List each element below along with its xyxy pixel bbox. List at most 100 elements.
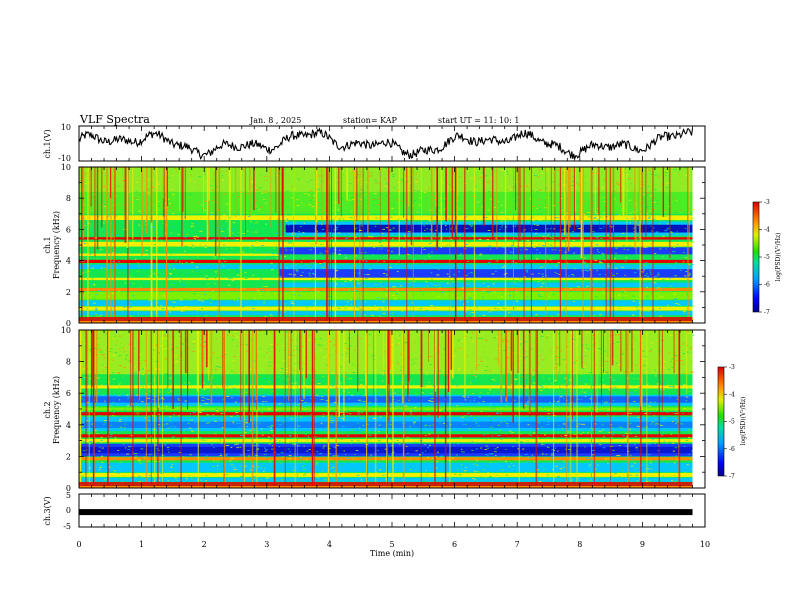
spectrogram-speckle — [280, 463, 282, 464]
spectrogram-speckle — [540, 286, 543, 288]
spectrogram-speckle — [672, 410, 676, 412]
spectrogram-sferic — [638, 167, 641, 239]
spectrogram-speckle — [581, 198, 584, 200]
spectrogram-speckle — [136, 315, 139, 317]
spectrogram-speckle — [674, 261, 677, 263]
spectrogram-speckle — [407, 291, 409, 293]
spectrogram-speckle — [187, 187, 189, 188]
spectrogram-speckle — [415, 450, 418, 452]
spectrogram-speckle — [213, 173, 216, 175]
spectrogram-sferic — [244, 167, 245, 222]
spectrogram-speckle — [585, 379, 588, 381]
spectrogram-speckle — [100, 439, 104, 441]
spectrogram-speckle — [545, 453, 548, 455]
spectrogram-speckle — [520, 293, 522, 295]
spectrogram-speckle — [657, 176, 660, 178]
spectrogram-speckle — [570, 445, 572, 447]
spectrogram-speckle — [92, 313, 94, 315]
spectrogram-speckle — [181, 274, 184, 276]
spectrogram-speckle — [648, 454, 651, 456]
spectrogram-speckle — [396, 315, 399, 317]
spectrogram-speckle — [324, 173, 327, 175]
spectrogram-speckle — [611, 417, 614, 419]
spectrogram-speckle — [198, 299, 202, 301]
spectrogram-speckle — [330, 364, 332, 366]
spectrogram-speckle — [603, 212, 606, 214]
spectrogram-speckle — [605, 371, 608, 373]
spectrogram-speckle — [597, 251, 599, 252]
spectrogram-speckle — [100, 436, 103, 438]
spectrogram-speckle — [552, 294, 556, 295]
spectrogram-speckle — [109, 349, 111, 351]
spectrogram-speckle — [464, 182, 467, 184]
spectrogram-speckle — [558, 274, 561, 275]
spectrogram-speckle — [137, 442, 140, 443]
spectrogram-sferic — [613, 167, 614, 232]
spectrogram-speckle — [340, 366, 343, 368]
spectrogram-speckle — [518, 280, 521, 282]
spectrogram-speckle — [497, 208, 501, 210]
spectrogram-speckle — [79, 311, 83, 313]
spectrogram-sferic — [599, 167, 600, 230]
spectrogram-speckle — [112, 359, 114, 361]
spectrogram-speckle — [467, 301, 469, 303]
spectrogram-speckle — [636, 426, 640, 427]
spectrogram-speckle — [583, 391, 587, 393]
spectrogram-speckle — [286, 330, 289, 331]
spectrogram-speckle — [213, 168, 217, 170]
spectrogram-speckle — [152, 379, 156, 381]
spectrogram-speckle — [280, 235, 283, 237]
spectrogram-speckle — [453, 209, 456, 211]
spectrogram-speckle — [310, 244, 314, 246]
spectrogram-speckle — [631, 217, 634, 219]
spectrogram-speckle — [419, 308, 423, 310]
spectrogram-speckle — [618, 294, 621, 296]
spectrogram-speckle — [368, 457, 371, 459]
spectrogram-speckle — [577, 286, 580, 288]
spectrogram-speckle — [413, 362, 415, 364]
spectrogram-speckle — [453, 355, 456, 357]
spectrogram-speckle — [92, 278, 94, 280]
spectrogram-speckle — [256, 313, 260, 315]
spectrogram-speckle — [598, 286, 601, 288]
spectrogram-speckle — [112, 401, 115, 403]
spectrogram-speckle — [431, 355, 433, 357]
spectrogram-speckle — [319, 345, 321, 347]
spectrogram-speckle — [500, 421, 503, 423]
spectrogram-speckle — [411, 205, 414, 206]
spectrogram-speckle — [611, 288, 614, 290]
spectrogram-speckle — [382, 228, 385, 230]
spectrogram-speckle — [340, 433, 344, 435]
spectrogram-speckle — [211, 310, 215, 312]
spectrogram-speckle — [528, 434, 531, 436]
spectrogram-speckle — [550, 291, 552, 293]
spectrogram-speckle — [144, 203, 146, 205]
spectrogram-speckle — [413, 428, 415, 430]
spectrogram-speckle — [256, 290, 260, 292]
spectrogram-speckle — [211, 252, 213, 253]
spectrogram-speckle — [475, 479, 478, 481]
spectrogram-speckle — [99, 314, 102, 316]
spectrogram-speckle — [285, 249, 288, 251]
spectrogram-sferic — [334, 167, 337, 323]
spectrogram-speckle — [117, 185, 120, 187]
spectrogram-speckle — [527, 456, 529, 458]
spectrogram-speckle — [661, 186, 664, 188]
spectrogram-speckle — [502, 341, 505, 343]
spectrogram-speckle — [508, 186, 511, 188]
spectrogram-speckle — [418, 310, 421, 312]
spectrogram-speckle — [379, 416, 382, 418]
spectrogram-speckle — [541, 359, 544, 361]
spectrogram-speckle — [385, 294, 387, 296]
spectrogram-sferic — [398, 167, 400, 256]
spectrogram-speckle — [370, 283, 373, 285]
spectrogram-speckle — [391, 246, 393, 248]
spectrogram-speckle — [170, 426, 173, 428]
spectrogram-speckle — [314, 338, 317, 340]
spectrogram-speckle — [537, 175, 540, 177]
spectrogram-speckle — [194, 270, 198, 272]
spectrogram-speckle — [381, 298, 383, 299]
spectrogram-speckle — [650, 225, 652, 227]
spectrogram-speckle — [255, 242, 258, 244]
spectrogram-speckle — [565, 369, 567, 371]
